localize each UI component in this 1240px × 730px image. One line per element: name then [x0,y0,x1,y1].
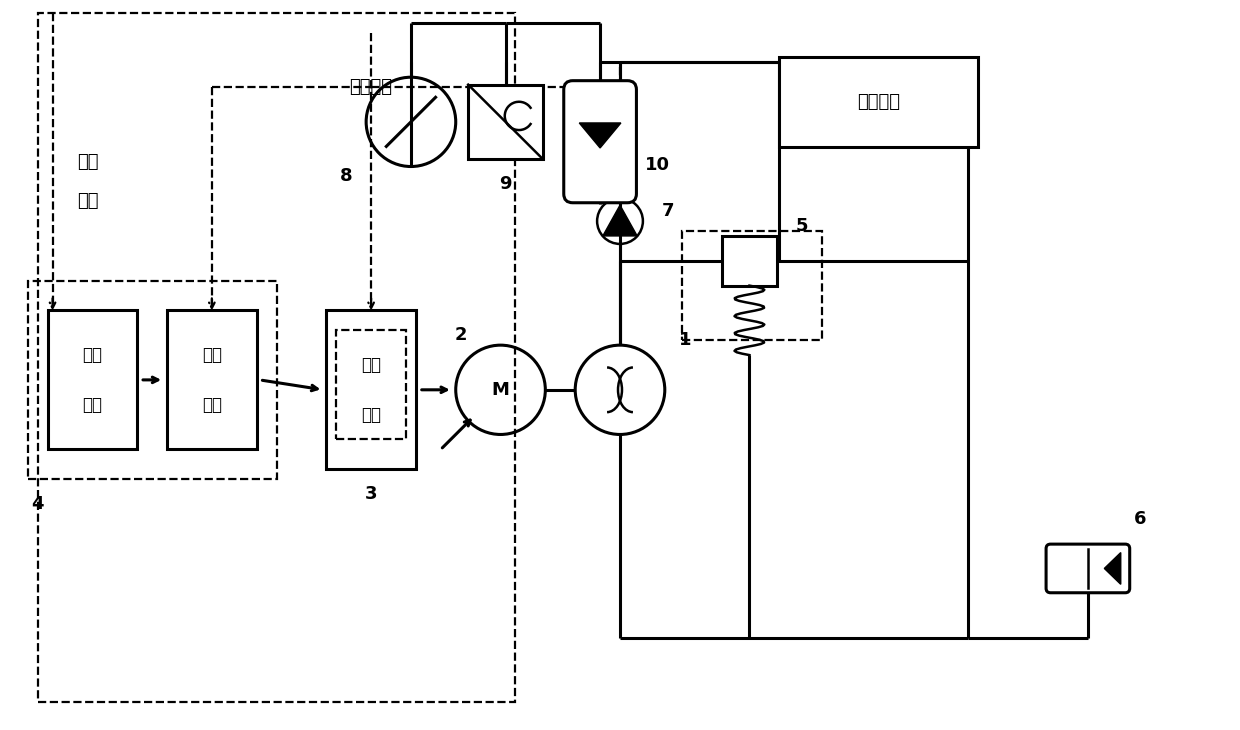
Bar [326,310,415,469]
Polygon shape [579,123,621,148]
Bar [682,231,822,340]
Bar [779,58,978,147]
Bar [469,85,543,159]
Bar [336,330,405,439]
FancyBboxPatch shape [1047,544,1130,593]
Text: 5: 5 [795,217,808,235]
FancyBboxPatch shape [564,81,636,203]
Text: 转速反馈: 转速反馈 [350,78,393,96]
Text: 1: 1 [678,331,691,349]
Text: M: M [491,381,510,399]
Text: 控制: 控制 [82,396,103,414]
Polygon shape [603,205,637,236]
Text: 6: 6 [1133,510,1147,528]
Bar [722,236,776,285]
Text: 压力: 压力 [82,346,103,364]
Bar [47,310,138,450]
Text: 2: 2 [455,326,467,345]
Text: 电流: 电流 [361,356,381,374]
Bar [27,280,277,479]
Text: 8: 8 [340,167,352,185]
Bar [167,310,257,450]
Text: 3: 3 [365,485,377,503]
Polygon shape [1105,553,1121,584]
Text: 转速: 转速 [202,346,222,364]
Text: 控制: 控制 [361,406,381,423]
Text: 9: 9 [500,175,512,193]
Bar [37,12,516,702]
Text: 反馈: 反馈 [77,192,98,210]
Text: 压力: 压力 [77,153,98,171]
Text: 控制: 控制 [202,396,222,414]
Text: 7: 7 [661,202,675,220]
Text: 执行元件: 执行元件 [857,93,900,111]
Text: 10: 10 [645,155,670,174]
Text: 4: 4 [31,495,43,513]
